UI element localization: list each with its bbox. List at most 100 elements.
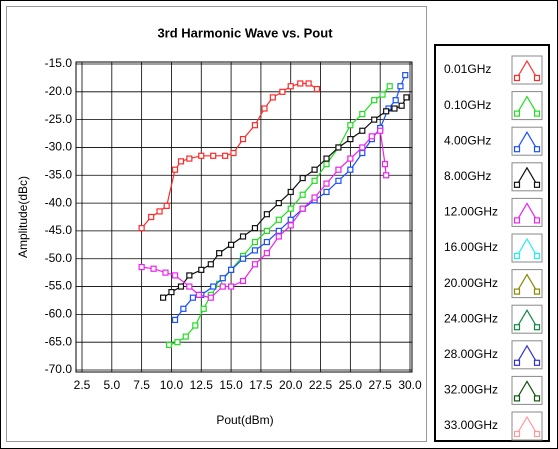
point xyxy=(207,261,214,268)
legend-label: 4.00GHz xyxy=(444,133,491,147)
point xyxy=(251,122,259,129)
point xyxy=(287,188,294,196)
legend-icon-marker xyxy=(513,181,521,188)
point xyxy=(239,136,247,143)
point xyxy=(222,152,229,159)
point xyxy=(359,149,366,157)
point xyxy=(287,83,294,90)
point xyxy=(160,294,167,301)
point xyxy=(219,283,226,290)
x-tick-label: 30.0 xyxy=(398,378,422,392)
point xyxy=(403,94,410,101)
legend-icon-marker xyxy=(533,324,541,331)
y-tick-label: -35.0 xyxy=(45,167,73,181)
legend-icon-marker xyxy=(533,252,541,260)
point xyxy=(227,241,235,248)
legend-icon xyxy=(516,202,538,221)
point xyxy=(398,102,405,109)
point xyxy=(168,289,175,296)
y-tick-label: -45.0 xyxy=(45,223,73,237)
point xyxy=(162,269,169,276)
point xyxy=(177,283,185,290)
point xyxy=(391,105,398,112)
point xyxy=(177,158,185,165)
point xyxy=(263,238,270,246)
point xyxy=(359,144,366,151)
point xyxy=(297,80,304,87)
point xyxy=(381,161,389,168)
x-tick-label: 17.5 xyxy=(249,378,273,392)
point xyxy=(171,272,179,279)
y-tick-label: -30.0 xyxy=(45,140,73,154)
point xyxy=(174,339,181,346)
point xyxy=(335,177,342,184)
y-tick-label: -20.0 xyxy=(45,84,73,98)
y-tick-label: -55.0 xyxy=(45,279,73,293)
point xyxy=(359,110,366,118)
point xyxy=(186,283,193,290)
legend-icon-marker xyxy=(513,217,521,224)
point xyxy=(227,266,235,273)
point xyxy=(171,316,179,324)
legend-icon-marker xyxy=(533,74,541,82)
point xyxy=(279,88,286,95)
x-tick-label: 20.0 xyxy=(279,378,303,392)
legend-icon xyxy=(516,309,538,328)
plot-area xyxy=(75,61,413,373)
point xyxy=(377,127,384,134)
point xyxy=(138,225,145,232)
point xyxy=(311,177,318,184)
point xyxy=(263,250,270,257)
legend-label: 32.00GHz xyxy=(444,383,498,397)
point xyxy=(210,152,217,159)
y-tick-label: -65.0 xyxy=(45,334,73,348)
x-axis-label: Pout(dBm) xyxy=(216,413,273,427)
point xyxy=(371,97,378,104)
legend-icon-marker xyxy=(533,395,541,402)
legend-icon xyxy=(516,95,538,114)
point xyxy=(287,216,294,223)
point xyxy=(275,227,282,235)
legend-icon-marker xyxy=(533,217,541,224)
point xyxy=(323,161,330,168)
legend-label: 33.00GHz xyxy=(444,418,498,432)
point xyxy=(287,222,294,229)
point xyxy=(383,108,390,115)
point xyxy=(402,72,409,79)
y-axis-label: Amplitude(dBc) xyxy=(16,176,30,258)
point xyxy=(299,205,306,212)
y-tick-label: -50.0 xyxy=(45,251,73,265)
point xyxy=(275,199,282,207)
legend-icon xyxy=(516,131,538,150)
point xyxy=(323,155,330,162)
point xyxy=(239,277,247,285)
legend-icon-marker xyxy=(533,288,541,295)
legend-icon-marker xyxy=(533,359,541,366)
point xyxy=(371,116,378,123)
chart-title: 3rd Harmonic Wave vs. Pout xyxy=(157,25,333,40)
point xyxy=(150,265,157,272)
y-tick-label: -15.0 xyxy=(45,56,73,70)
x-tick-label: 7.5 xyxy=(133,378,150,392)
y-tick-label: -25.0 xyxy=(45,112,73,126)
legend-icon xyxy=(516,237,538,257)
legend-icon-marker xyxy=(533,181,541,188)
legend-icon-marker xyxy=(513,146,521,153)
point xyxy=(230,149,237,157)
point xyxy=(148,213,155,221)
x-tick-label: 27.5 xyxy=(369,378,393,392)
point xyxy=(299,174,306,182)
point xyxy=(347,136,354,143)
point xyxy=(275,233,282,240)
point xyxy=(347,155,354,162)
legend-icon-marker xyxy=(533,430,541,438)
legend-icon xyxy=(516,166,538,186)
point xyxy=(219,275,226,282)
point xyxy=(323,180,330,187)
point xyxy=(198,152,205,159)
point xyxy=(287,205,294,212)
x-tick-label: 12.5 xyxy=(190,378,214,392)
point xyxy=(182,333,189,340)
point xyxy=(269,94,276,101)
point xyxy=(239,255,247,262)
